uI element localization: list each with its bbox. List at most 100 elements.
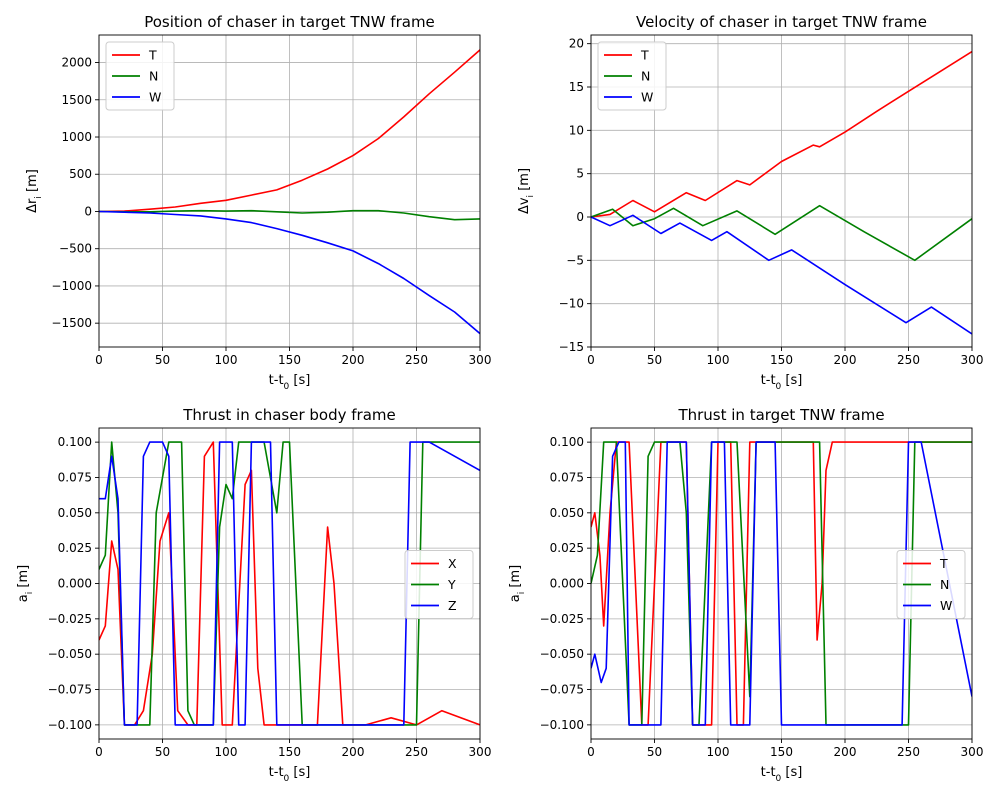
x-tick-label: 150 xyxy=(770,745,793,759)
legend-label: N xyxy=(149,69,158,84)
chart-panel-1: 0 50 100 150 200 250 300 −1500 −1000 −500 0 500 1000… xyxy=(25,13,491,392)
x-tick-label: 150 xyxy=(278,745,301,759)
series-line-W xyxy=(591,441,972,726)
chart-title: Position of chaser in target TNW frame xyxy=(144,13,435,31)
legend-label: X xyxy=(448,556,457,571)
y-axis-label-subscript: i xyxy=(517,592,527,595)
y-tick-label: −0.025 xyxy=(540,612,584,626)
y-tick-label: 1000 xyxy=(61,130,92,144)
x-axis-label-subscript: 0 xyxy=(284,382,290,392)
y-axis-label-unit: [m] xyxy=(16,565,31,592)
y-axis-label-subscript: i xyxy=(25,592,35,595)
x-axis-label-unit: [s] xyxy=(781,373,802,388)
x-axis-label-subscript: 0 xyxy=(284,774,290,784)
y-axis-label-unit: [m] xyxy=(25,169,40,196)
y-tick-label: 0.050 xyxy=(550,506,584,520)
y-axis-label-unit: [m] xyxy=(508,565,523,592)
y-tick-label: 20 xyxy=(569,37,584,51)
x-axis-label-unit: [s] xyxy=(289,765,310,780)
x-axis-label-text: t-t xyxy=(761,765,776,780)
legend-label: N xyxy=(940,577,949,592)
chart-title: Velocity of chaser in target TNW frame xyxy=(636,13,927,31)
y-axis-label: ai [m] xyxy=(508,565,527,602)
y-tick-label: −500 xyxy=(59,242,92,256)
chart-panel-2: 0 50 100 150 200 250 300 −15 −10 −5 0 5 10 15 20 Veloci… xyxy=(517,13,983,392)
y-tick-label: −0.025 xyxy=(48,612,92,626)
y-tick-label: −0.050 xyxy=(540,647,584,661)
y-axis-label-subscript: i xyxy=(526,195,536,198)
y-axis-label-unit: [m] xyxy=(517,168,532,195)
x-tick-label: 100 xyxy=(707,745,730,759)
legend-label: T xyxy=(640,48,649,63)
y-tick-label: 500 xyxy=(69,167,92,181)
x-tick-label: 250 xyxy=(405,353,428,367)
y-axis-label-text: Δr xyxy=(25,198,40,213)
x-tick-label: 0 xyxy=(587,353,595,367)
x-tick-label: 50 xyxy=(155,745,170,759)
y-tick-label: 0.075 xyxy=(58,470,92,484)
y-axis-label-subscript: i xyxy=(34,196,44,199)
chart-title: Thrust in target TNW frame xyxy=(677,406,884,424)
legend-label: N xyxy=(641,69,650,84)
y-tick-label: −10 xyxy=(559,297,584,311)
x-tick-label: 250 xyxy=(405,745,428,759)
y-tick-label: 0.075 xyxy=(550,470,584,484)
x-axis-label: t-t0 [s] xyxy=(761,765,803,784)
x-tick-label: 300 xyxy=(469,353,492,367)
legend: TNW xyxy=(896,550,966,619)
x-axis-label-text: t-t xyxy=(269,765,284,780)
x-tick-label: 100 xyxy=(215,353,238,367)
legend: TNW xyxy=(597,41,667,111)
series-line-N xyxy=(99,209,480,221)
y-tick-label: 0 xyxy=(576,210,584,224)
x-tick-label: 0 xyxy=(95,353,103,367)
series-line-N xyxy=(591,204,972,262)
y-axis-label-text: a xyxy=(508,594,523,602)
y-tick-label: −5 xyxy=(566,253,584,267)
legend-label: W xyxy=(149,90,161,105)
y-tick-label: −0.050 xyxy=(48,647,92,661)
x-axis-label-unit: [s] xyxy=(781,765,802,780)
x-tick-label: 150 xyxy=(770,353,793,367)
y-tick-label: 15 xyxy=(569,80,584,94)
y-tick-label: −0.100 xyxy=(48,718,92,732)
x-axis-label-unit: [s] xyxy=(289,373,310,388)
x-tick-label: 300 xyxy=(961,745,984,759)
legend-label: T xyxy=(148,48,157,63)
series-line-T xyxy=(591,50,972,218)
series-line-T xyxy=(99,49,480,213)
legend-label: T xyxy=(939,556,948,571)
legend-label: W xyxy=(641,90,653,105)
x-tick-label: 250 xyxy=(897,353,920,367)
y-tick-label: 0.025 xyxy=(550,541,584,555)
legend-label: W xyxy=(940,598,952,613)
series-line-X xyxy=(99,441,480,726)
legend: TNW xyxy=(105,41,175,111)
y-tick-label: 1500 xyxy=(61,93,92,107)
x-axis-label: t-t0 [s] xyxy=(269,765,311,784)
x-tick-label: 150 xyxy=(278,353,301,367)
y-tick-label: 0.100 xyxy=(550,435,584,449)
y-tick-label: 0.000 xyxy=(550,577,584,591)
chart-panel-4: 0 50 100 150 200 250 300 −0.100 −0.075 −0.050 −0.0… xyxy=(508,406,983,784)
y-tick-label: 0.100 xyxy=(58,435,92,449)
y-tick-label: −15 xyxy=(559,340,584,354)
y-tick-label: −0.100 xyxy=(540,718,584,732)
legend: XYZ xyxy=(404,550,474,619)
series-line-Z xyxy=(99,441,480,726)
y-tick-label: 5 xyxy=(576,167,584,181)
x-tick-label: 300 xyxy=(469,745,492,759)
x-tick-label: 50 xyxy=(647,353,662,367)
x-tick-label: 0 xyxy=(95,745,103,759)
y-axis-label: Δvi [m] xyxy=(517,168,536,214)
x-tick-label: 0 xyxy=(587,745,595,759)
chart-panel-3: 0 50 100 150 200 250 300 −0.100 −0.075 −0.050 −0.0… xyxy=(16,406,491,784)
y-tick-label: −1500 xyxy=(51,316,92,330)
x-tick-label: 200 xyxy=(342,353,365,367)
x-tick-label: 50 xyxy=(647,745,662,759)
y-axis-label-text: Δv xyxy=(517,197,532,214)
legend-label: Y xyxy=(447,577,456,592)
y-axis-label: Δri [m] xyxy=(25,169,44,213)
x-axis-label-subscript: 0 xyxy=(776,382,782,392)
